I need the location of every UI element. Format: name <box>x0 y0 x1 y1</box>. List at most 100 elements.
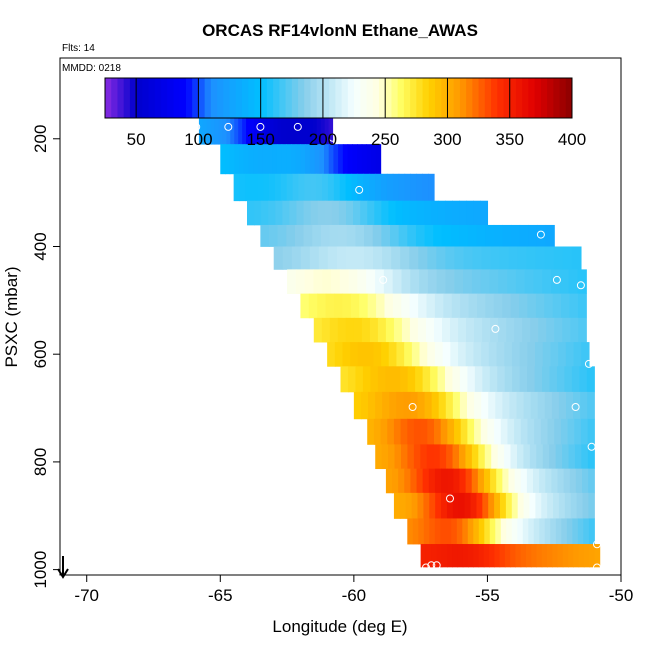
heatmap-cell <box>571 366 580 393</box>
heatmap-cell <box>434 518 441 545</box>
colorbar-segment <box>273 78 280 118</box>
colorbar-segment <box>497 78 505 118</box>
heatmap-cell <box>484 444 492 470</box>
heatmap-cell <box>504 366 513 393</box>
heatmap-cell <box>280 173 288 202</box>
colorbar-segment <box>522 78 529 118</box>
heatmap-cell <box>514 468 522 494</box>
heatmap-cell <box>511 492 519 519</box>
heatmap-cell <box>291 246 302 270</box>
heatmap-cell <box>547 418 555 445</box>
heatmap-cell <box>371 144 377 175</box>
heatmap-cell <box>317 293 327 319</box>
colorbar-segment <box>565 78 573 118</box>
heatmap-cell <box>390 224 400 247</box>
heatmap-cell <box>460 418 468 445</box>
heatmap-cell <box>489 366 498 393</box>
heatmap-cell <box>420 418 428 445</box>
heatmap-cell <box>491 444 499 470</box>
heatmap-cell <box>506 518 513 545</box>
colorbar-segment <box>503 78 511 118</box>
heatmap-cell <box>426 293 436 319</box>
colorbar-tick-label: 350 <box>496 130 524 149</box>
heatmap-cell <box>342 342 351 367</box>
heatmap-cell <box>562 544 569 568</box>
heatmap-cell <box>361 144 368 175</box>
heatmap-cell <box>300 293 310 319</box>
heatmap-cell <box>483 468 491 494</box>
heatmap-cell <box>417 391 426 420</box>
colorbar: 50 100 150 200 250 300 350 400 <box>104 77 586 149</box>
heatmap-cell <box>287 269 297 295</box>
heatmap-cell <box>420 544 427 568</box>
colorbar-segment <box>142 78 150 118</box>
heatmap-cell <box>522 518 529 545</box>
heatmap-cell <box>304 173 311 202</box>
x-tick-label: -55 <box>475 586 500 605</box>
heatmap-cell <box>446 492 454 519</box>
heatmap-cell <box>493 293 503 319</box>
heatmap-cell <box>494 418 502 445</box>
heatmap-cell <box>456 518 463 545</box>
heatmap-cell <box>377 317 387 343</box>
colorbar-segment <box>279 78 287 118</box>
colorbar-segment <box>422 78 430 118</box>
heatmap-cell <box>248 144 254 175</box>
heatmap-cell <box>490 317 499 343</box>
heatmap-cell <box>247 200 255 226</box>
x-tick-label: -60 <box>342 586 367 605</box>
heatmap-cell <box>420 444 428 470</box>
heatmap-cell <box>460 293 470 319</box>
heatmap-cell <box>210 117 216 145</box>
heatmap-cell <box>286 173 294 202</box>
heatmap-cell <box>298 173 305 202</box>
heatmap-cell <box>314 144 320 175</box>
heatmap-cell <box>347 144 353 175</box>
heatmap-cell <box>392 468 399 494</box>
heatmap-cell <box>542 444 550 470</box>
heatmap-cell <box>353 200 361 226</box>
colorbar-segment <box>167 78 174 118</box>
heatmap-cell <box>447 468 454 494</box>
heatmap-cell <box>401 317 411 343</box>
heatmap-cell <box>303 200 312 226</box>
heatmap-cell <box>400 246 410 270</box>
heatmap-cell <box>526 246 537 270</box>
heatmap-cell <box>535 246 546 270</box>
heatmap-cell <box>452 200 460 226</box>
heatmap-cell <box>541 492 548 519</box>
heatmap-cell <box>535 293 545 319</box>
heatmap-cell <box>445 246 456 270</box>
heatmap-cell <box>312 224 322 247</box>
heatmap-cell <box>530 317 539 343</box>
heatmap-cell <box>502 293 512 319</box>
heatmap-cell <box>500 518 507 545</box>
heatmap-cell <box>398 468 405 494</box>
heatmap-cell <box>508 468 516 494</box>
heatmap-cell <box>458 342 467 367</box>
heatmap-cell <box>401 269 411 295</box>
heatmap-cell <box>427 269 438 295</box>
heatmap-cell <box>459 391 468 420</box>
heatmap-cell <box>454 418 462 445</box>
heatmap-cell <box>554 418 562 445</box>
heatmap-cell <box>454 269 464 295</box>
heatmap-cell <box>334 293 344 319</box>
colorbar-segment <box>260 78 268 118</box>
date-label: MMDD: 0218 <box>62 63 121 74</box>
heatmap-cell <box>587 418 595 445</box>
heatmap-cell <box>489 544 495 568</box>
heatmap-cell <box>539 468 546 494</box>
heatmap-cell <box>462 518 469 545</box>
colorbar-segment <box>310 78 318 118</box>
heatmap-cell <box>542 269 552 295</box>
heatmap-cell <box>393 418 402 445</box>
heatmap-cell <box>316 173 323 202</box>
heatmap-cell <box>345 173 353 202</box>
heatmap-cell <box>481 342 490 367</box>
heatmap-cell <box>430 200 439 226</box>
heatmap-cell <box>506 317 515 343</box>
heatmap-cell <box>516 391 525 420</box>
heatmap-cell <box>339 269 350 295</box>
heatmap-cell <box>308 293 318 319</box>
